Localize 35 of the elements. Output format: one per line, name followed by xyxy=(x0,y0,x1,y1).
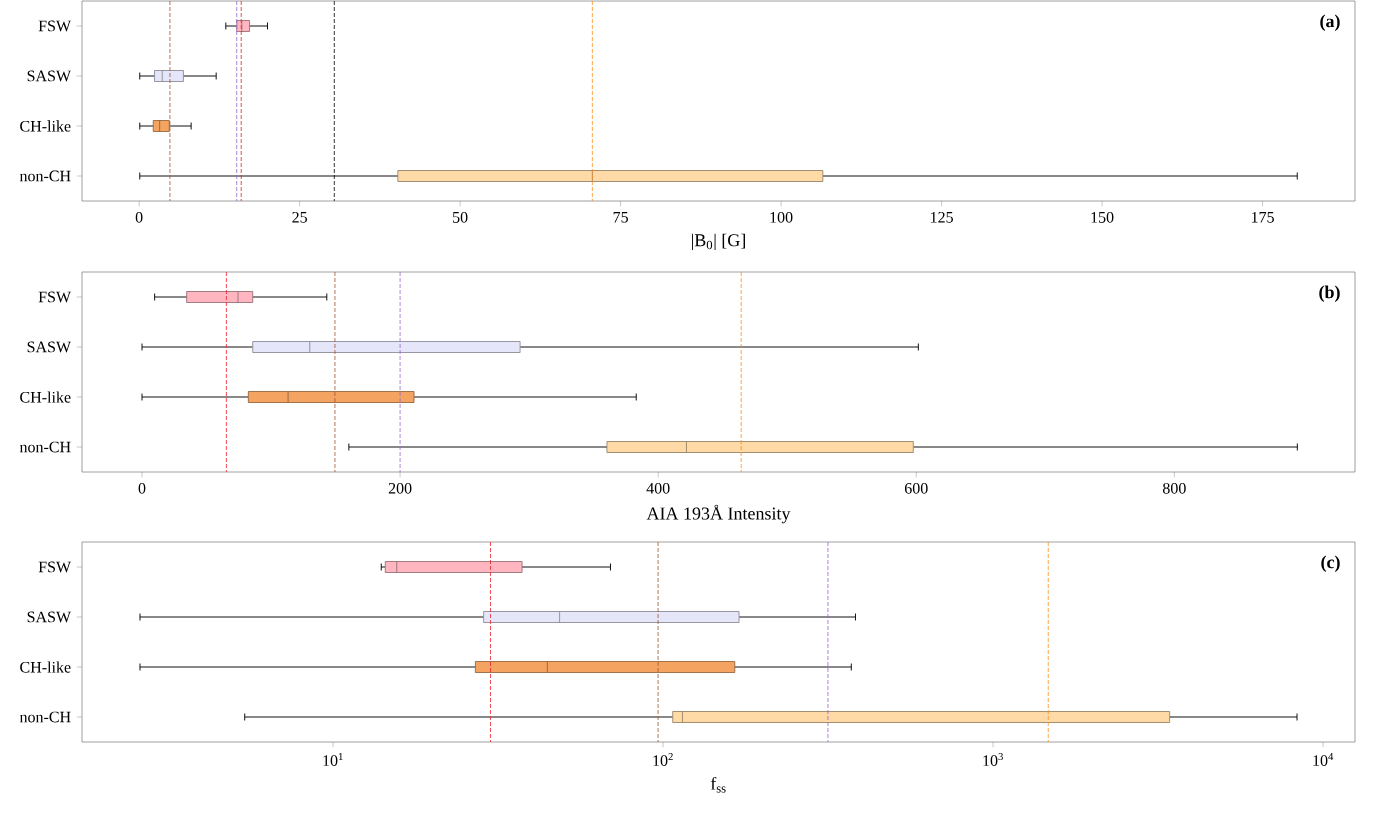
y-tick-label: FSW xyxy=(38,291,72,303)
x-tick-label: 50 xyxy=(453,211,468,223)
y-tick-label: CH-like xyxy=(20,120,71,132)
y-tick-label: non-CH xyxy=(19,170,71,182)
x-tick-label: 175 xyxy=(1251,211,1274,223)
y-tick-label: SASW xyxy=(27,70,72,82)
x-axis-title: |B$_{0}$| [G] xyxy=(692,233,745,251)
x-tick-label: 400 xyxy=(646,482,670,494)
x-tick-label: 10$^{3}$ xyxy=(983,752,1003,766)
annotation: (c) xyxy=(1321,555,1340,572)
x-axis-title: f$_{ss}$ xyxy=(710,776,726,793)
x-tick-label: 75 xyxy=(613,211,628,223)
y-tick-label: non-CH xyxy=(19,441,71,453)
x-tick-label: 600 xyxy=(904,482,928,494)
x-axis-title: AIA 193Å Intensity xyxy=(646,504,791,524)
x-tick-label: 10$^{4}$ xyxy=(1313,752,1334,766)
x-tick-label: 0 xyxy=(138,482,146,494)
x-tick-label: 100 xyxy=(770,211,793,223)
x-tick-label: 150 xyxy=(1091,211,1114,223)
y-tick-label: non-CH xyxy=(19,711,71,723)
x-tick-label: 200 xyxy=(388,482,412,494)
y-tick-label: SASW xyxy=(27,341,72,353)
x-tick-label: 125 xyxy=(930,211,953,223)
x-tick-label: 800 xyxy=(1162,482,1186,494)
y-tick-label: CH-like xyxy=(20,391,71,403)
y-tick-label: FSW xyxy=(38,20,72,32)
x-tick-label: 25 xyxy=(292,211,308,223)
x-tick-label: 0 xyxy=(135,211,143,223)
y-tick-label: CH-like xyxy=(20,661,71,673)
y-tick-label: FSW xyxy=(38,561,72,573)
x-tick-label: 10$^{1}$ xyxy=(323,752,343,766)
annotation: (b) xyxy=(1319,285,1340,302)
x-tick-label: 10$^{2}$ xyxy=(653,752,673,766)
y-tick-label: SASW xyxy=(27,611,72,623)
annotation: (a) xyxy=(1320,14,1340,31)
